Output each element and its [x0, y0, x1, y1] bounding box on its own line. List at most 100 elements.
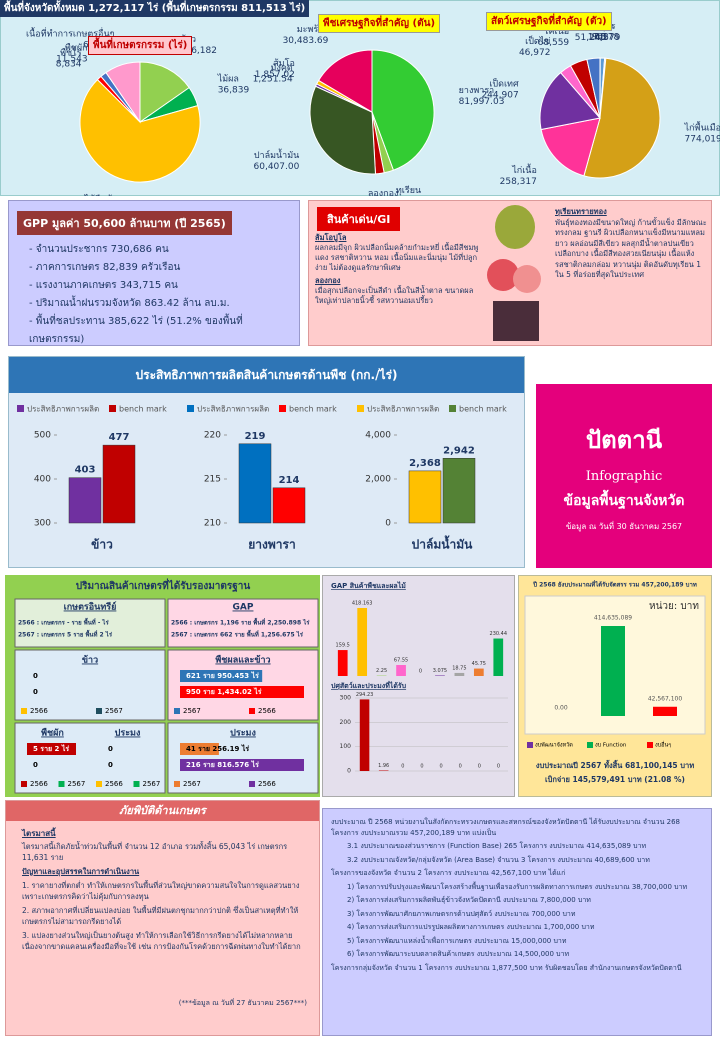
bar	[493, 638, 504, 676]
slice-label: มะพร้าว	[297, 24, 329, 35]
legend-label: bench mark	[119, 405, 167, 414]
slice-label: ลองกอง	[368, 189, 399, 196]
value-label: 0	[478, 764, 481, 770]
cert-line: 2567 : เกษตรกร 662 ราย พื้นที่ 1,256.675…	[171, 629, 304, 639]
cert-line: 2567 : เกษตรกร 5 ราย พื้นที่ 2 ไร่	[18, 629, 113, 639]
value-label: 230.44	[490, 631, 508, 637]
slice-value: 17,178	[588, 33, 620, 43]
chart-box	[167, 649, 319, 721]
gi-paragraph: พันธุ์ทองทองมีขนาดใหญ่ ก้านขั้วแข็ง มีลั…	[555, 217, 707, 280]
pie-title: พื้นที่เกษตรกรรม (ไร่)	[88, 36, 193, 55]
legend-label: bench mark	[459, 405, 507, 414]
disaster-panel: ภัยพิบัติด้านเกษตร ไตรมาสนี้ ไตรมาสนี้เก…	[5, 800, 320, 1036]
value-label: 159.5	[336, 643, 350, 649]
slice-label: พืชไร่	[60, 47, 82, 58]
pie-slice	[371, 49, 435, 171]
value-label: 0	[33, 672, 38, 680]
value-label: 2,942	[443, 445, 475, 456]
bar	[408, 470, 442, 524]
legend-label: 2566	[258, 707, 276, 715]
legend-swatch	[133, 781, 140, 787]
category-label: ข้าว	[91, 538, 113, 552]
slice-value: 8,834	[56, 59, 82, 69]
legend-label: 2567	[105, 707, 123, 715]
budget-paragraph: 5) โครงการพัฒนาแหล่งน้ำเพื่อการเกษตร งบป…	[347, 936, 567, 945]
bar	[442, 458, 476, 524]
cert-line: 2566 : เกษตรกร - ราย พื้นที่ - ไร่	[18, 617, 109, 627]
cert-title: ปริมาณสินค้าเกษตรที่ได้รับรองมาตรฐาน	[76, 578, 251, 592]
bar	[359, 699, 370, 771]
chart-box	[14, 649, 166, 721]
cover-heading: ข้อมูลพื้นฐานจังหวัด	[563, 493, 685, 509]
budget-paragraph: โครงการกลุ่มจังหวัด จำนวน 1 โครงการ งบปร…	[331, 963, 682, 972]
slice-value: 774,019	[685, 134, 720, 144]
legend-label: 2567	[183, 707, 201, 715]
slice-label: ยางพารา	[459, 86, 495, 96]
gi-text: ส้มโอปูโล ผลกลมมีจุก ผิวเปลือกนิ่มคล้ายกำ…	[315, 233, 483, 309]
pie-slice	[105, 61, 141, 124]
efficiency-panel: ประสิทธิภาพการผลิตสินค้าเกษตรด้านพืช (กก…	[8, 356, 525, 568]
disaster-note: (***ข้อมูล ณ วันที่ 27 ธันวาคม 2567***)	[178, 999, 307, 1007]
gpp-item: - จำนวนประชากร 730,686 คน	[29, 244, 169, 255]
y-tick-label: 4,000	[365, 431, 391, 441]
budget-summary: งบประมาณปี 2567 ทั้งสิ้น 681,100,145 บาท	[536, 759, 694, 770]
budget-title: ปี 2568 ยังบประมาณที่ได้รับจัดสรร รวม 45…	[532, 580, 696, 589]
y-tick-label: 100	[340, 743, 352, 750]
disaster-paragraph: 1. ราคายางที่ตกต่ำ ทำให้เกษตรกรในพื้นที่…	[22, 881, 300, 901]
gap-title: GAP	[233, 603, 254, 613]
gpp-item: - แรงงานภาคเกษตร 343,715 คน	[29, 280, 178, 291]
bar	[180, 743, 219, 755]
legend-swatch	[174, 708, 180, 714]
pie-slice	[317, 49, 373, 113]
pie-slice	[583, 57, 661, 179]
slice-value: 30,483.69	[283, 36, 329, 46]
pomelo-image	[487, 259, 519, 291]
disaster-heading: ไตรมาสนี้	[22, 829, 56, 838]
slice-value: 1,251.54	[253, 74, 293, 84]
legend-swatch	[449, 405, 456, 412]
legend-label: bench mark	[289, 405, 337, 414]
value-label: 0	[459, 764, 462, 770]
slice-label: ไม้ยืนต้น	[84, 194, 119, 196]
slice-value: 11,543	[56, 54, 88, 64]
value-label: 0.00	[554, 705, 568, 712]
gi-heading: ลองกอง	[315, 276, 341, 285]
gi-panel: สินค้าเด่น/GI ส้มโอปูโล ผลกลมมีจุก ผิวเปล…	[308, 200, 712, 346]
bar	[27, 743, 76, 755]
slice-value: 1,857.02	[255, 70, 295, 80]
y-tick-label: 0	[347, 768, 351, 775]
value-label: 67.55	[394, 658, 408, 664]
budget-paragraph: 3.2 งบประมาณจังหวัด/กลุ่มจังหวัด (Area B…	[347, 855, 650, 864]
gi-text: ทุเรียนทรายทอง พันธุ์ทองทองมีขนาดใหญ่ ก้า…	[555, 207, 707, 284]
slice-label: เป็ดไข่	[525, 34, 550, 47]
legend-label: งบอื่นๆ	[655, 741, 671, 749]
value-label: 0	[497, 764, 500, 770]
bar	[180, 759, 304, 771]
chart-title: พืชผลและข้าว	[215, 654, 270, 666]
pie-charts: ข้าว106,182ไม้ผล36,839ไม้ยืนต้น464,158พื…	[26, 21, 720, 197]
organic-box	[14, 598, 166, 648]
gi-title: สินค้าเด่น/GI	[317, 207, 401, 231]
budget-paragraph: งบประมาณ ปี 2568 หน่วยงานในสังกัดกระทรวง…	[331, 818, 680, 837]
slice-label: พืชผัก	[65, 42, 88, 53]
efficiency-charts: ประสิทธิภาพการผลิต bench mark 300 400 500 403…	[17, 405, 507, 552]
legend-label: 2566	[30, 780, 48, 788]
value-label: 1.96	[378, 763, 389, 769]
y-tick-label: 400	[34, 475, 51, 485]
value-label: 403	[75, 465, 96, 476]
gi-paragraph: เมื่อสุกเปลือกจะเป็นสีดำ เนื้อในสีน้ำตาล…	[315, 286, 474, 305]
bar	[473, 668, 484, 676]
legend-swatch	[17, 405, 24, 412]
durian-image	[495, 205, 535, 249]
legend-swatch	[647, 742, 653, 748]
pomelo-image	[513, 265, 541, 293]
cover-subtitle: Infographic	[585, 469, 663, 484]
gpp-title: GPP มูลค่า 50,600 ล้านบาท (ปี 2565)	[17, 211, 232, 235]
y-tick-label: 500	[34, 431, 51, 441]
budget-text-panel: งบประมาณ ปี 2568 หน่วยงานในสังกัดกระทรวง…	[322, 808, 712, 1036]
chart-title: พืชผัก	[41, 727, 64, 739]
slice-value: 46,972	[519, 48, 551, 58]
efficiency-title: ประสิทธิภาพการผลิตสินค้าเกษตรด้านพืช (กก…	[9, 357, 524, 393]
slice-value: 68,559	[538, 38, 570, 48]
